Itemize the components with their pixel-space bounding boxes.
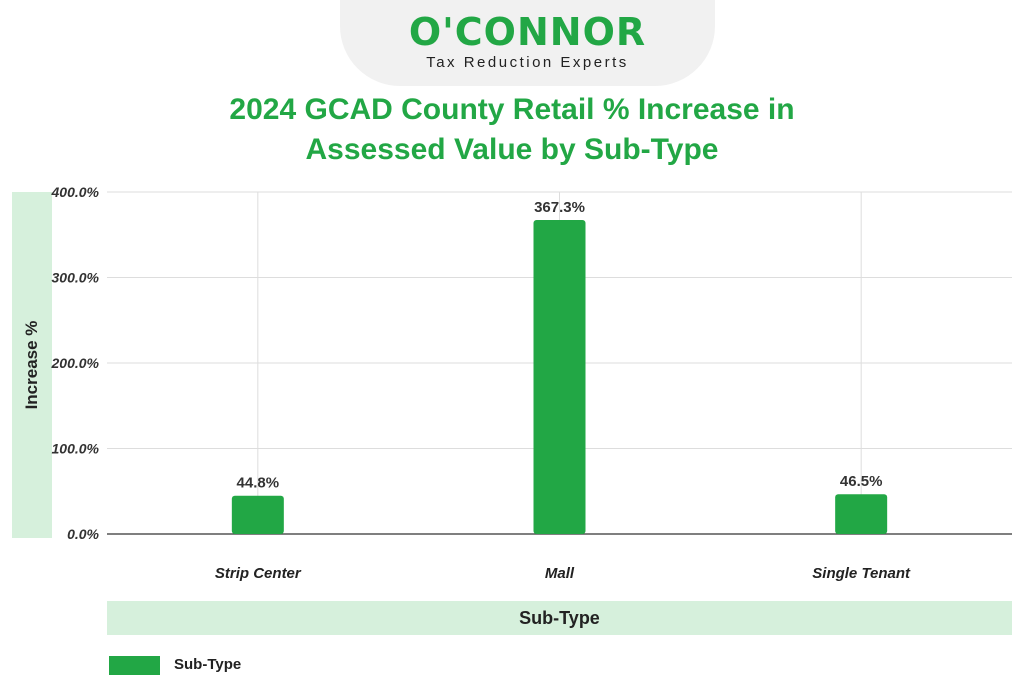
chart-title-line-1: 2024 GCAD County Retail % Increase in [229, 93, 795, 126]
data-label: 46.5% [840, 473, 883, 490]
chart-title-line-2: Assessed Value by Sub-Type [305, 133, 719, 166]
y-tick-label: 400.0% [51, 184, 100, 200]
legend-label: Sub-Type [174, 656, 242, 673]
logo-banner: O'CONNOR Tax Reduction Experts [340, 0, 715, 86]
labels: 0.0% 100.0% 200.0% 300.0% 400.0% 44.8% Strip C… [51, 184, 912, 582]
y-axis-label-band [12, 192, 52, 538]
y-tick-label: 200.0% [51, 355, 100, 371]
x-tick-label: Mall [545, 565, 575, 582]
y-tick-label: 300.0% [52, 270, 100, 286]
x-axis-label: Sub-Type [107, 601, 1012, 635]
y-tick-label: 100.0% [52, 441, 100, 457]
data-label: 44.8% [237, 475, 280, 492]
bars [231, 219, 888, 534]
legend-swatch [109, 656, 160, 675]
oconnor-logo: O'CONNOR [408, 10, 647, 54]
x-tick-label: Single Tenant [812, 565, 911, 582]
bar-strip-center [231, 495, 284, 534]
chart-title: 2024 GCAD County Retail % Increase in As… [150, 90, 874, 170]
bar-single-tenant [835, 494, 888, 534]
data-label: 367.3% [534, 199, 585, 216]
logo-tagline: Tax Reduction Experts [426, 54, 629, 71]
x-tick-label: Strip Center [215, 565, 302, 582]
y-tick-label: 0.0% [67, 526, 99, 542]
bar-mall [533, 219, 586, 534]
